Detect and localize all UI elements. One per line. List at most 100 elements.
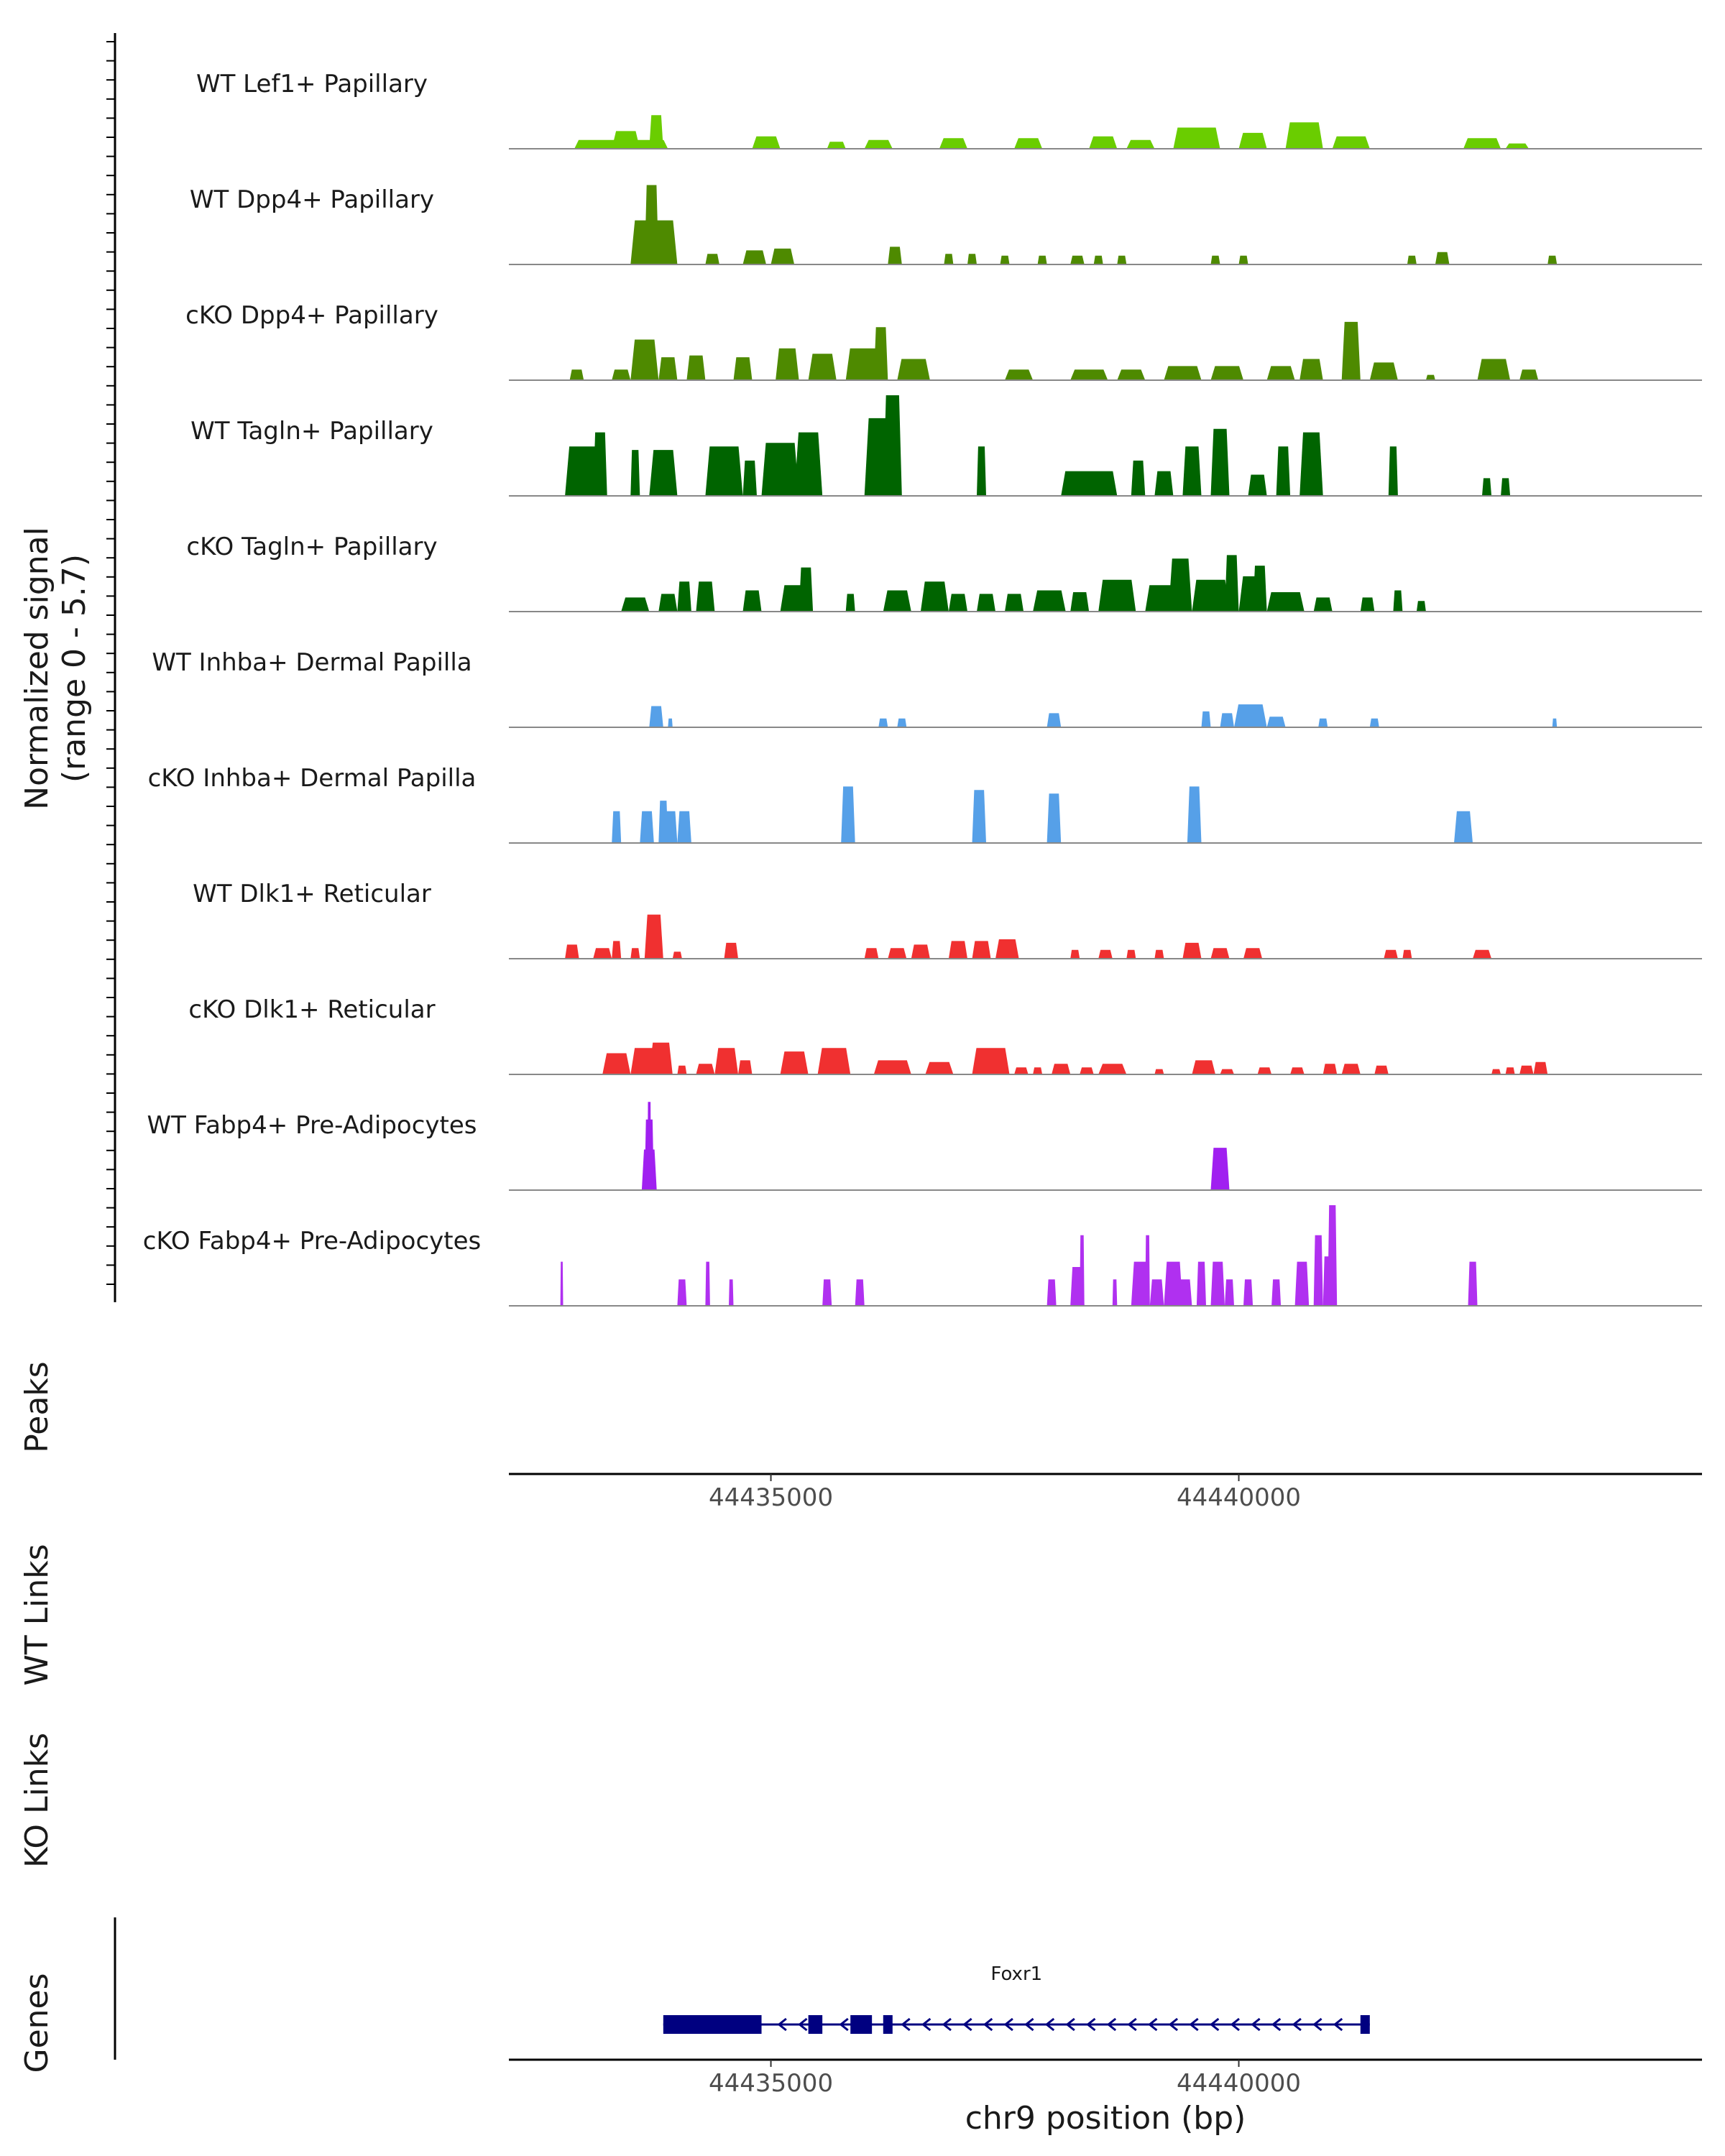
coverage-tracks: WT Lef1+ Papillary WT Dpp4+ Papillary cKO … — [143, 70, 1702, 1307]
track-label: cKO Fabp4+ Pre-Adipocytes — [143, 1227, 482, 1256]
signal-peak — [1491, 1069, 1501, 1074]
track-cko-fabp4-pre-adipocytes: cKO Fabp4+ Pre-Adipocytes — [143, 1205, 1702, 1307]
signal-peak — [1061, 471, 1118, 496]
gene-exon — [850, 2015, 873, 2034]
gene-exon — [1360, 2015, 1370, 2034]
signal-peak — [1468, 1261, 1478, 1306]
signal-peak — [677, 581, 691, 612]
signal-peak — [1374, 1065, 1389, 1074]
track-wt-lef1-papillary: WT Lef1+ Papillary — [196, 70, 1702, 149]
signal-peak — [1266, 366, 1295, 380]
strand-arrow — [1003, 2017, 1013, 2032]
track-label: WT Dlk1+ Reticular — [193, 880, 431, 908]
signal-peak — [729, 1279, 734, 1306]
signal-peak — [1318, 718, 1328, 727]
signal-peak — [1300, 432, 1323, 496]
signal-peak — [1177, 1279, 1192, 1306]
signal-peak — [1243, 948, 1263, 959]
signal-peak — [972, 1048, 1010, 1074]
signal-peak — [948, 594, 967, 612]
signal-axis: Normalized signal (range 0 - 5.7) — [19, 33, 116, 1302]
signal-peak — [1384, 949, 1398, 959]
strand-arrow — [1168, 2017, 1179, 2032]
signal-peak — [841, 786, 855, 843]
signal-peak — [1290, 1067, 1305, 1074]
strand-arrow — [921, 2017, 932, 2032]
signal-peak — [878, 718, 888, 727]
track-label: WT Dpp4+ Papillary — [190, 185, 434, 214]
signal-peak — [1168, 558, 1192, 612]
signal-peak — [822, 1279, 832, 1306]
signal-peak — [761, 443, 799, 496]
signal-peak — [1402, 949, 1412, 959]
signal-peak — [827, 142, 846, 149]
signal-peak — [1210, 948, 1230, 959]
signal-peak — [1033, 1067, 1043, 1074]
signal-peak — [1220, 1069, 1234, 1074]
track-cko-tagln-papillary: cKO Tagln+ Papillary — [186, 533, 1702, 612]
strand-arrow — [1230, 2017, 1240, 2032]
signal-peak — [612, 369, 631, 380]
signal-peak — [658, 594, 678, 612]
signal-axis-range: (range 0 - 5.7) — [56, 554, 93, 783]
signal-peak — [612, 131, 640, 149]
signal-peak — [1482, 478, 1492, 496]
strand-arrow — [901, 2017, 911, 2032]
signal-peak — [1005, 369, 1034, 380]
signal-peak — [1369, 362, 1398, 380]
signal-peak — [1173, 127, 1220, 149]
signal-peak — [1328, 1205, 1338, 1306]
signal-peak — [799, 567, 814, 612]
signal-peak — [649, 706, 663, 727]
track-label: cKO Tagln+ Papillary — [186, 533, 437, 561]
genes-panel-label: Genes — [19, 1973, 55, 2073]
signal-peak — [630, 450, 640, 496]
signal-peak — [668, 718, 673, 727]
signal-peak — [995, 939, 1019, 959]
signal-peak — [649, 1042, 673, 1074]
strand-arrow — [942, 2017, 952, 2032]
signal-peak — [1070, 949, 1080, 959]
signal-peak — [1093, 255, 1103, 264]
signal-peak — [1131, 460, 1146, 496]
strand-arrow — [962, 2017, 972, 2032]
signal-peak — [1276, 446, 1291, 496]
signal-peak — [677, 811, 691, 843]
signal-peak — [1145, 1235, 1150, 1306]
signal-peak — [593, 948, 612, 959]
signal-peak — [1117, 369, 1146, 380]
signal-peak — [1112, 1279, 1118, 1306]
signal-peak — [1164, 366, 1202, 380]
strand-arrow — [1312, 2017, 1322, 2032]
signal-peak — [944, 254, 954, 264]
signal-peak — [560, 1261, 564, 1306]
track-label: cKO Inhba+ Dermal Papilla — [148, 764, 477, 793]
strand-arrow — [1189, 2017, 1199, 2032]
signal-peak — [1201, 711, 1211, 727]
signal-peak — [1248, 474, 1267, 496]
signal-peak — [873, 1060, 911, 1074]
signal-peak — [1454, 811, 1473, 843]
track-label: WT Fabp4+ Pre-Adipocytes — [147, 1111, 477, 1140]
signal-peak — [776, 348, 799, 380]
signal-peak — [1369, 718, 1379, 727]
signal-peak — [864, 948, 879, 959]
signal-peak — [1253, 566, 1267, 612]
signal-peak — [1187, 786, 1202, 843]
signal-peak — [733, 357, 753, 380]
signal-peak — [1341, 321, 1361, 380]
x-axis-tick-label: 44435000 — [709, 2069, 833, 2098]
signal-peak — [1505, 143, 1530, 149]
signal-peak — [1182, 446, 1202, 496]
signal-peak — [911, 944, 930, 959]
signal-peak — [1149, 1279, 1164, 1306]
signal-peak — [1131, 1261, 1150, 1306]
signal-peak — [1192, 1060, 1215, 1074]
strand-arrow — [1065, 2017, 1075, 2032]
signal-peak — [1014, 138, 1043, 149]
signal-peak — [1070, 255, 1085, 264]
strand-arrow — [1209, 2017, 1220, 2032]
signal-peak — [630, 339, 659, 380]
signal-peak — [920, 581, 949, 612]
